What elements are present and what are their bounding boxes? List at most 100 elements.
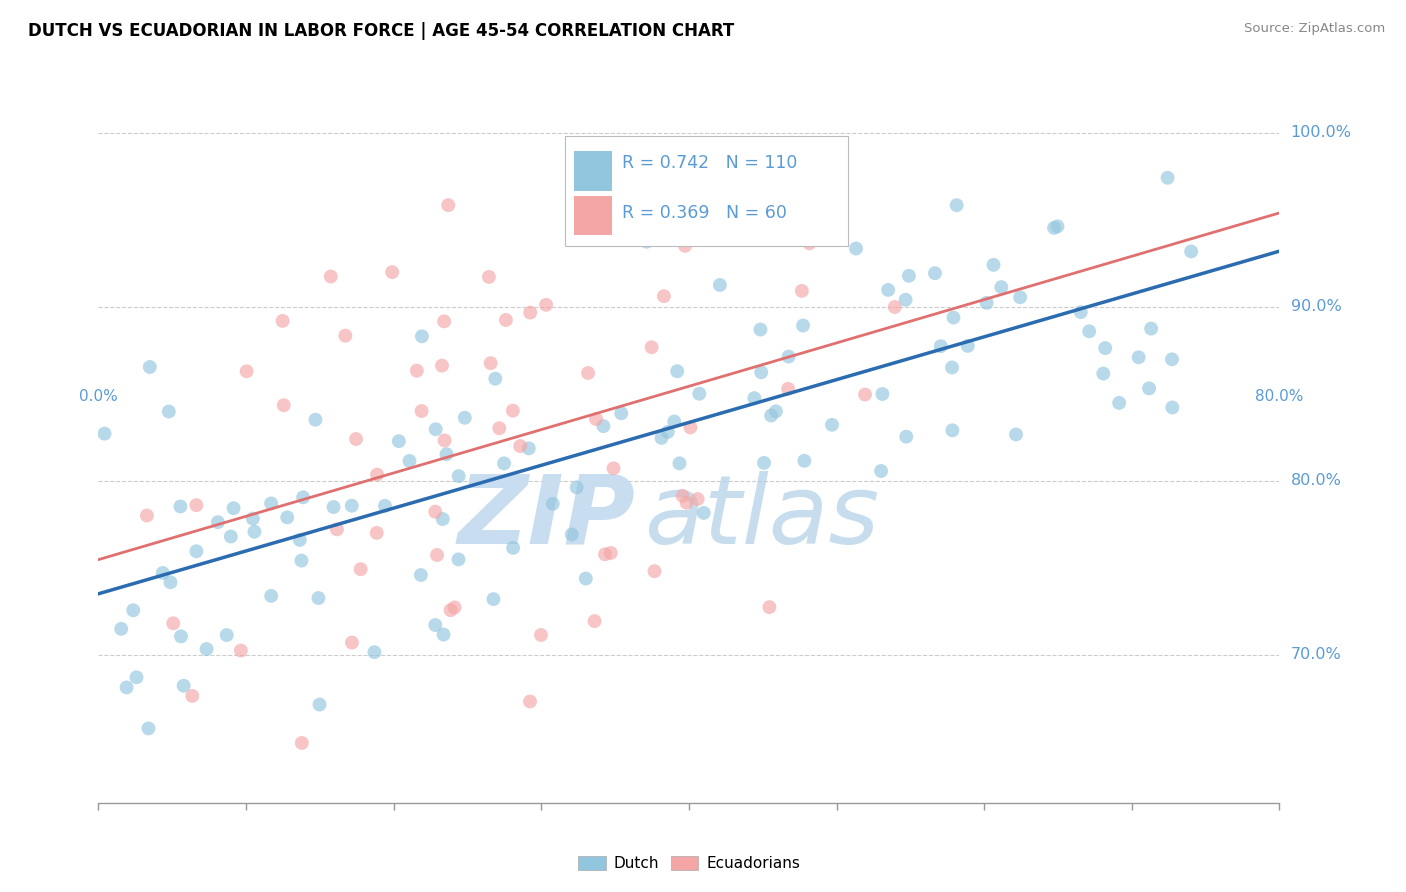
Point <box>666 364 689 378</box>
Point <box>207 515 229 529</box>
Point <box>853 387 876 401</box>
Text: 90.0%: 90.0% <box>1291 299 1341 314</box>
Point <box>634 188 657 202</box>
Point <box>640 340 662 354</box>
Point <box>432 512 454 526</box>
Point <box>519 305 541 319</box>
Point <box>350 562 373 576</box>
Point <box>388 434 411 449</box>
Point <box>1156 170 1178 185</box>
Point <box>896 430 918 444</box>
Text: ZIP: ZIP <box>458 471 636 564</box>
Point <box>186 544 208 558</box>
Point <box>409 568 432 582</box>
Point <box>894 293 917 307</box>
Point <box>122 603 145 617</box>
Point <box>602 461 624 475</box>
Point <box>169 500 191 514</box>
Point <box>433 314 456 328</box>
Point <box>495 313 517 327</box>
Point <box>668 456 690 470</box>
Point <box>709 277 731 292</box>
Point <box>235 364 257 378</box>
Point <box>813 212 835 227</box>
Point <box>793 454 815 468</box>
Point <box>673 239 696 253</box>
Text: 100.0%: 100.0% <box>1291 125 1351 140</box>
Point <box>1078 324 1101 338</box>
Point <box>664 415 686 429</box>
Point <box>273 398 295 412</box>
Point <box>433 434 456 448</box>
Point <box>983 258 1005 272</box>
Point <box>335 328 357 343</box>
Point <box>93 426 115 441</box>
Text: 80.0%: 80.0% <box>1291 474 1341 488</box>
Point <box>271 314 294 328</box>
Point <box>186 498 208 512</box>
Point <box>322 500 344 514</box>
FancyBboxPatch shape <box>565 136 848 246</box>
Point <box>585 412 607 426</box>
Point <box>138 722 160 736</box>
Point <box>744 391 766 405</box>
Point <box>610 406 633 420</box>
Point <box>411 404 433 418</box>
Point <box>790 284 813 298</box>
Point <box>1010 290 1032 304</box>
Point <box>430 359 453 373</box>
Point <box>599 546 621 560</box>
Point <box>778 382 800 396</box>
Point <box>693 506 716 520</box>
FancyBboxPatch shape <box>575 196 612 235</box>
Text: R = 0.369   N = 60: R = 0.369 N = 60 <box>621 203 786 221</box>
Point <box>159 575 181 590</box>
Point <box>1092 367 1115 381</box>
Point <box>502 403 524 417</box>
Point <box>482 592 505 607</box>
Point <box>381 265 404 279</box>
Point <box>530 628 553 642</box>
Point <box>541 497 564 511</box>
Point <box>976 296 998 310</box>
Point <box>872 387 894 401</box>
Point <box>260 589 283 603</box>
Text: 80.0%: 80.0% <box>1256 389 1303 404</box>
Point <box>366 525 388 540</box>
Point <box>340 499 363 513</box>
Point <box>110 622 132 636</box>
Text: DUTCH VS ECUADORIAN IN LABOR FORCE | AGE 45-54 CORRELATION CHART: DUTCH VS ECUADORIAN IN LABOR FORCE | AGE… <box>28 22 734 40</box>
Point <box>593 547 616 561</box>
Text: atlas: atlas <box>644 471 879 564</box>
Point <box>990 280 1012 294</box>
Point <box>405 364 427 378</box>
Point <box>575 572 598 586</box>
Point <box>439 603 461 617</box>
Point <box>1128 351 1150 365</box>
Point <box>363 645 385 659</box>
Point <box>945 198 967 212</box>
Point <box>1043 220 1066 235</box>
Legend: Dutch, Ecuadorians: Dutch, Ecuadorians <box>572 850 806 877</box>
Point <box>291 736 314 750</box>
Point <box>437 198 460 212</box>
Point <box>657 425 679 439</box>
Point <box>534 298 557 312</box>
Point <box>276 510 298 524</box>
Point <box>1094 341 1116 355</box>
Point <box>170 629 193 643</box>
Point <box>479 356 502 370</box>
Point <box>1005 427 1028 442</box>
Point <box>941 360 963 375</box>
Point <box>583 614 606 628</box>
Point <box>929 339 952 353</box>
Point <box>447 469 470 483</box>
Point <box>432 627 454 641</box>
Point <box>759 409 782 423</box>
Point <box>398 454 420 468</box>
Point <box>821 417 844 432</box>
Point <box>215 628 238 642</box>
Point <box>675 496 697 510</box>
Point <box>636 235 658 249</box>
Point <box>484 372 506 386</box>
